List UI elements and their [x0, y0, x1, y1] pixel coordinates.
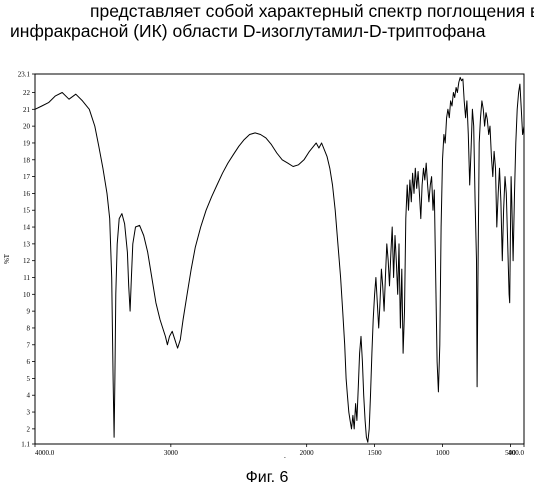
figure-label: Фиг. 6 [0, 469, 534, 487]
series-group [35, 77, 524, 442]
y-tick-label: 17 [23, 173, 31, 181]
y-tick-label: 21 [23, 106, 31, 114]
x-tick-label: 1500 [368, 449, 383, 457]
y-tick-label: 23.1 [18, 71, 31, 79]
y-tick-label: 1.1 [21, 441, 30, 449]
y-tick-label: 11 [23, 274, 30, 282]
spectrum-line-0 [35, 77, 524, 442]
y-tick-label: 2 [27, 425, 31, 433]
y-tick-label: 3 [27, 409, 31, 417]
y-tick-label: 4 [27, 392, 31, 400]
y-axis-title: %T [3, 253, 11, 264]
plot-border [35, 74, 524, 444]
y-tick-label: 20 [23, 123, 31, 131]
y-axis: 23.1 22 21 20 19 18 17 16 15 14 13 12 11 10 9 8 7 6 5 4 3 2 1.… [18, 71, 35, 449]
y-tick-label: 10 [23, 291, 31, 299]
x-tick-label: 3000 [164, 449, 179, 457]
y-tick-label: 22 [23, 89, 31, 97]
y-tick-label: 18 [23, 156, 31, 164]
y-tick-label: 6 [27, 358, 31, 366]
caption-line-2: инфракрасной (ИК) области D-изоглутамил-… [10, 21, 486, 41]
y-tick-label: 15 [23, 207, 31, 215]
y-tick-label: 12 [23, 257, 31, 265]
y-tick-label: 16 [23, 190, 31, 198]
y-tick-label: 7 [27, 341, 31, 349]
ir-spectrum-chart: 23.1 22 21 20 19 18 17 16 15 14 13 12 11 10 9 8 7 6 5 4 3 2 1.… [0, 58, 534, 458]
x-tick-label: 1000 [436, 449, 451, 457]
y-tick-label: 8 [27, 324, 31, 332]
x-axis-title: cm-l [273, 456, 286, 458]
caption-line-1: представляет собой характерный спектр по… [90, 1, 534, 21]
y-tick-label: 13 [23, 240, 31, 248]
y-tick-label: 14 [23, 224, 31, 232]
y-tick-label: 19 [23, 139, 31, 147]
y-tick-label: 9 [27, 308, 31, 316]
y-tick-label: 5 [27, 375, 31, 383]
x-tick-label: 4000.0 [35, 449, 55, 457]
x-tick-label: 400.0 [508, 449, 524, 457]
x-tick-label: 2000 [300, 449, 315, 457]
plot-frame [35, 74, 524, 444]
